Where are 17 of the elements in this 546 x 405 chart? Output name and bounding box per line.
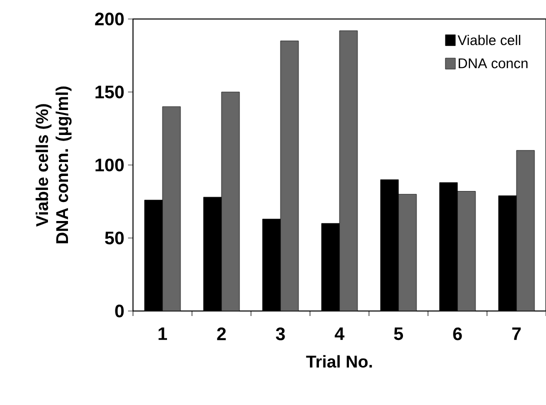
x-tick-label: 5 [394, 328, 404, 340]
y-tick-label: 200 [95, 12, 124, 26]
legend-label: Viable cell [458, 34, 520, 46]
x-tick-label: 4 [334, 328, 344, 340]
x-tick-label: 1 [158, 328, 168, 340]
text: Viable cells (%) [36, 104, 52, 227]
text: DNA concn. (µg/ml) [56, 86, 72, 244]
legend-label: DNA concn [458, 58, 528, 68]
x-axis-title: Trial No. [306, 355, 372, 368]
x-tick-label: 6 [453, 328, 462, 340]
y-tick-label: 50 [104, 232, 124, 244]
x-tick-label: 3 [276, 328, 285, 340]
y-tick-label: 0 [115, 304, 124, 318]
y-tick-label: 100 [96, 158, 124, 172]
x-tick-label: 7 [512, 328, 521, 340]
x-tick-label: 2 [217, 328, 226, 340]
y-tick-label: 150 [96, 86, 124, 98]
